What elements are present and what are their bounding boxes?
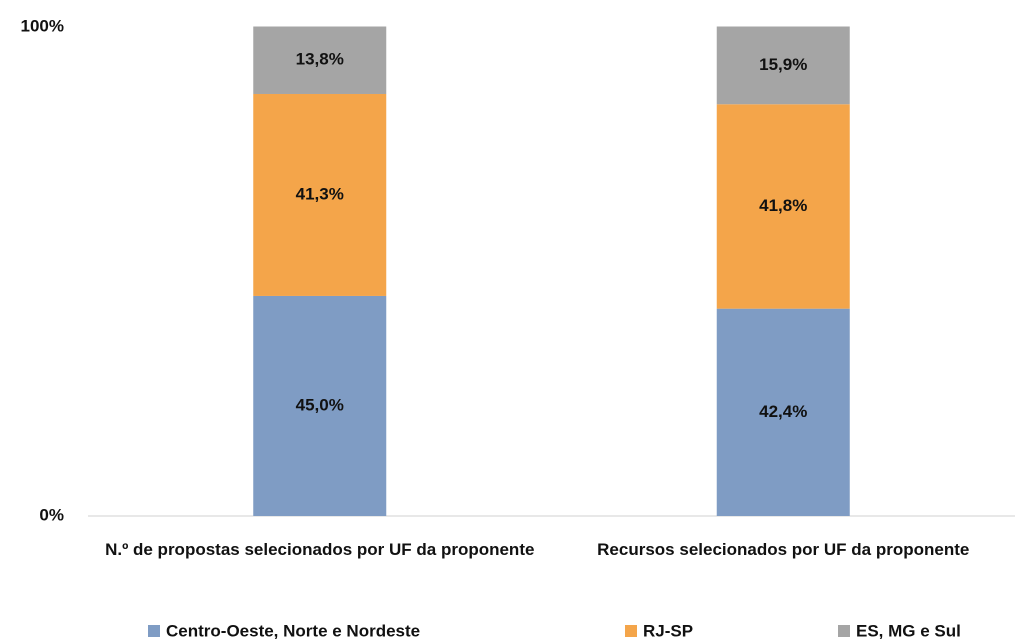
data-label: 13,8% bbox=[296, 50, 344, 69]
x-tick-label: N.º de propostas selecionados por UF da … bbox=[105, 540, 535, 559]
legend-swatch bbox=[625, 625, 637, 637]
legend-swatch bbox=[838, 625, 850, 637]
legend-swatch bbox=[148, 625, 160, 637]
y-tick-label: 0% bbox=[39, 505, 64, 524]
data-label: 41,3% bbox=[296, 184, 344, 203]
legend-label: RJ-SP bbox=[643, 621, 693, 640]
data-label: 42,4% bbox=[759, 402, 807, 421]
legend-label: Centro-Oeste, Norte e Nordeste bbox=[166, 621, 420, 640]
bar-segment bbox=[253, 26, 387, 94]
data-label: 45,0% bbox=[296, 395, 344, 414]
data-label: 15,9% bbox=[759, 55, 807, 74]
x-tick-label: Recursos selecionados por UF da proponen… bbox=[597, 540, 970, 559]
legend-label: ES, MG e Sul bbox=[856, 621, 961, 640]
bar-segment bbox=[716, 308, 850, 516]
bar-segment bbox=[716, 104, 850, 309]
bar-segment bbox=[253, 295, 387, 516]
bar-segment bbox=[716, 26, 850, 105]
y-tick-label: 100% bbox=[21, 16, 64, 35]
data-label: 41,8% bbox=[759, 196, 807, 215]
bar-segment bbox=[253, 93, 387, 296]
